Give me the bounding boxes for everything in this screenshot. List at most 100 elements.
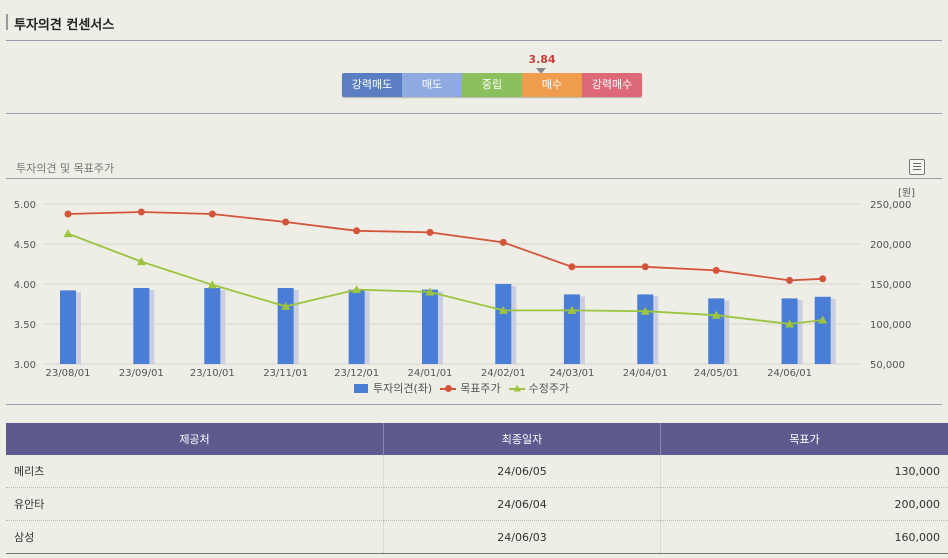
opinion-bar xyxy=(495,284,512,364)
section-title: 투자의견 컨센서스 xyxy=(14,18,115,33)
target-price-point xyxy=(786,276,794,284)
scale-segment: 강력매도 xyxy=(342,73,402,97)
y-right-tick: 50,000 xyxy=(870,360,905,371)
target-price-line xyxy=(67,211,823,282)
column-header-target: 목표가 xyxy=(660,423,948,455)
target-cell: 130,000 xyxy=(660,455,948,488)
opinion-bar xyxy=(60,290,76,364)
y-left-tick: 4.50 xyxy=(14,240,36,251)
target-price-point xyxy=(712,266,720,274)
y-left-tick: 5.00 xyxy=(14,200,36,211)
adjusted-price-point xyxy=(818,315,828,324)
x-tick: 24/02/01 xyxy=(481,368,526,379)
adjusted-price-point xyxy=(136,257,146,266)
legend-label: 목표주가 xyxy=(460,382,501,395)
column-header-provider: 제공처 xyxy=(6,423,384,455)
section-header-bar xyxy=(6,14,8,30)
opinion-bar xyxy=(348,289,365,364)
list-icon-line xyxy=(913,166,921,167)
date-cell: 24/06/03 xyxy=(383,520,661,554)
y-left-tick: 3.50 xyxy=(14,320,36,331)
x-tick: 23/12/01 xyxy=(334,368,379,379)
legend-label: 투자의견(좌) xyxy=(373,382,433,395)
y-left-tick: 4.00 xyxy=(14,280,36,291)
list-icon-line xyxy=(913,163,921,164)
y-left-tick: 3.00 xyxy=(14,360,36,371)
adjusted-price-point xyxy=(281,301,291,310)
target-price-point xyxy=(426,228,434,236)
x-tick: 23/08/01 xyxy=(46,368,91,379)
legend-item-opinion: 투자의견(좌) xyxy=(354,380,432,396)
x-tick: 23/11/01 xyxy=(263,368,308,379)
opinion-bar xyxy=(277,288,294,364)
target-price-point xyxy=(499,238,507,246)
x-tick: 24/05/01 xyxy=(694,368,739,379)
opinion-bar xyxy=(204,288,221,364)
legend-label: 수정주가 xyxy=(528,382,570,395)
legend-item-target: 목표주가 xyxy=(440,380,501,396)
section-header: 투자의견 컨센서스 xyxy=(6,12,942,41)
opinion-target-chart: 3.00 3.50 4.00 4.50 5.00 50,000 100,000 150,000… xyxy=(14,187,915,379)
x-tick: 23/09/01 xyxy=(119,368,164,379)
adjusted-price-point xyxy=(63,229,73,238)
x-tick: 23/10/01 xyxy=(190,368,235,379)
provider-cell: 삼성 xyxy=(6,520,384,554)
provider-cell: 유안타 xyxy=(6,487,384,521)
column-header-date: 최종일자 xyxy=(383,423,661,455)
opinion-bar xyxy=(814,296,831,364)
opinion-bar xyxy=(637,294,654,364)
y-right-tick: 100,000 xyxy=(870,320,911,331)
adjusted-price-point xyxy=(352,285,362,294)
table-header-row: 제공처 최종일자 목표가 xyxy=(6,423,948,455)
opinion-bar xyxy=(421,289,438,364)
legend-swatch-line xyxy=(440,384,457,393)
provider-cell: 메리츠 xyxy=(6,455,384,488)
table-row: 메리츠 24/06/05 130,000 xyxy=(6,455,948,488)
opinion-bar xyxy=(708,298,725,364)
consensus-score: 3.84 xyxy=(528,53,556,66)
target-price-point xyxy=(819,275,827,283)
chart-title: 투자의견 및 목표주가 xyxy=(16,162,115,175)
divider xyxy=(6,404,942,405)
legend-item-price: 수정주가 xyxy=(508,380,570,396)
date-cell: 24/06/04 xyxy=(383,487,661,521)
target-price-point xyxy=(137,208,145,216)
opinion-bar xyxy=(781,298,798,364)
opinion-scale: 강력매도 매도 중립 매수 강력매수 xyxy=(342,73,642,97)
target-price-point xyxy=(208,210,216,218)
opinion-bar xyxy=(563,294,580,364)
adjusted-price-line xyxy=(67,232,823,325)
list-icon[interactable] xyxy=(909,159,925,175)
adjusted-price-point xyxy=(711,310,721,319)
y-right-tick: 150,000 xyxy=(870,280,911,291)
providers-table: 제공처 최종일자 목표가 메리츠 24/06/05 130,000 유안타 24… xyxy=(6,423,948,554)
date-cell: 24/06/05 xyxy=(383,455,661,488)
scale-segment: 강력매수 xyxy=(582,73,642,97)
legend-swatch-line xyxy=(508,384,525,393)
divider xyxy=(6,113,942,114)
y-right-unit: [원] xyxy=(898,187,915,199)
legend-swatch-bar xyxy=(354,383,368,393)
consensus-marker-icon xyxy=(536,68,546,74)
chart-legend: 투자의견(좌) 목표주가 수정주가 xyxy=(354,380,577,396)
adjusted-price-point xyxy=(425,287,435,296)
target-cell: 160,000 xyxy=(660,520,948,554)
target-price-point xyxy=(64,210,72,218)
target-price-point xyxy=(641,263,649,271)
scale-segment: 중립 xyxy=(462,73,522,97)
x-tick: 24/03/01 xyxy=(549,368,594,379)
adjusted-price-point xyxy=(785,319,795,328)
target-price-point xyxy=(282,218,290,226)
chart-title-rule xyxy=(6,178,942,179)
adjusted-price-point xyxy=(498,305,508,314)
y-right-tick: 200,000 xyxy=(870,240,911,251)
target-cell: 200,000 xyxy=(660,487,948,521)
list-icon-line xyxy=(913,169,921,170)
x-tick: 24/06/01 xyxy=(767,368,812,379)
adjusted-price-point xyxy=(207,280,217,289)
scale-segment: 매수 xyxy=(522,73,582,97)
table-row: 삼성 24/06/03 160,000 xyxy=(6,520,948,554)
adjusted-price-point xyxy=(567,305,577,314)
x-tick: 24/04/01 xyxy=(623,368,668,379)
table-row: 유안타 24/06/04 200,000 xyxy=(6,487,948,521)
